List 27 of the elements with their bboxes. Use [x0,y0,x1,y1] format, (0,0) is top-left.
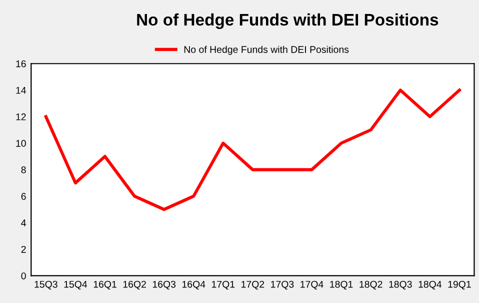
x-tick-label: 17Q4 [300,280,324,290]
y-tick-label: 2 [21,246,26,253]
x-tick-label: 15Q4 [64,280,88,290]
y-tick-label: 6 [21,192,26,200]
x-tick-label: 18Q3 [389,280,412,290]
chart-title: No of Hedge Funds with DEI Positions [137,13,438,30]
y-tick-label: 10 [16,140,26,147]
x-tick-label: 18Q4 [418,280,442,290]
y-tick-label: 16 [16,60,26,68]
x-tick-label: 15Q3 [34,280,58,290]
x-tick-label: 16Q1 [94,280,116,290]
y-tick-label: 4 [21,220,26,226]
y-tick-label: 8 [21,166,26,174]
x-tick-label: 17Q3 [271,280,294,290]
x-tick-label: 16Q3 [152,280,176,290]
legend-label: No of Hedge Funds with DEI Positions [184,46,349,55]
line-series [44,88,461,211]
y-tick-label: 12 [16,113,26,120]
x-tick-label: 17Q2 [242,280,264,290]
x-tick-label: 16Q2 [123,280,146,290]
x-tick-label: 18Q1 [330,280,353,290]
x-tick-label: 16Q4 [182,280,206,290]
x-tick-label: 18Q2 [360,280,382,290]
x-tick-label: 17Q1 [212,280,235,290]
y-tick-label: 0 [21,272,26,280]
y-tick-label: 14 [16,86,26,94]
x-tick-label: 19Q1 [448,280,471,290]
